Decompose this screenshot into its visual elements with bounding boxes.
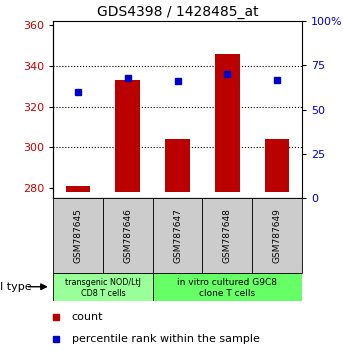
Text: transgenic NOD/LtJ: transgenic NOD/LtJ — [65, 278, 141, 287]
Bar — [53, 198, 103, 273]
Text: GSM787648: GSM787648 — [223, 208, 232, 263]
Bar — [103, 198, 153, 273]
Text: count: count — [72, 312, 103, 322]
Text: GSM787646: GSM787646 — [123, 208, 132, 263]
Title: GDS4398 / 1428485_at: GDS4398 / 1428485_at — [97, 5, 258, 19]
Bar — [165, 139, 190, 192]
Bar — [153, 273, 302, 301]
Text: GSM787647: GSM787647 — [173, 208, 182, 263]
Bar — [202, 198, 252, 273]
Text: percentile rank within the sample: percentile rank within the sample — [72, 334, 260, 344]
Bar — [115, 80, 140, 192]
Bar — [215, 54, 240, 192]
Bar — [53, 273, 153, 301]
Bar — [264, 139, 289, 192]
Bar — [252, 198, 302, 273]
Text: in vitro cultured G9C8: in vitro cultured G9C8 — [177, 278, 277, 287]
Bar — [153, 198, 202, 273]
Text: CD8 T cells: CD8 T cells — [81, 289, 125, 298]
Bar — [66, 186, 91, 192]
Text: GSM787645: GSM787645 — [73, 208, 83, 263]
Text: clone T cells: clone T cells — [199, 289, 255, 298]
Text: cell type: cell type — [0, 282, 31, 292]
Text: GSM787649: GSM787649 — [272, 208, 282, 263]
